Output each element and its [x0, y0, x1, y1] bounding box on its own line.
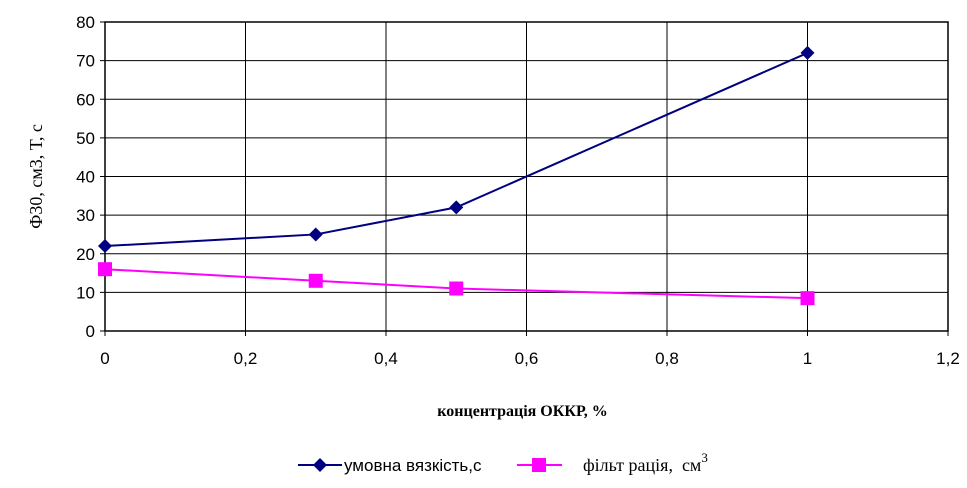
series-1: [98, 262, 815, 306]
y-tick-label: 20: [76, 245, 95, 264]
legend-marker-viscosity: [313, 458, 327, 472]
series-line-1: [104, 268, 808, 300]
x-axis-label: концентрація ОККР, %: [437, 403, 607, 420]
y-tick-label: 30: [76, 206, 95, 225]
data-point: [800, 45, 815, 60]
y-tick-label: 70: [76, 52, 95, 71]
x-tick-label: 1: [803, 349, 812, 368]
x-tick-label: 0: [100, 349, 109, 368]
data-point: [449, 281, 464, 296]
x-axis: 0 0,2 0,4 0,6 0,8 1 1,2: [100, 331, 960, 368]
y-tick-label: 60: [76, 90, 95, 109]
y-axis-label: Ф30, см3, Т, с: [26, 124, 46, 229]
data-point: [800, 291, 815, 306]
legend-label-filtration-name: фільт рація, см: [583, 455, 701, 475]
x-tick-label: 1,2: [936, 349, 960, 368]
data-point: [449, 200, 464, 215]
legend-label-filtration: фільт рація, см3: [583, 450, 708, 475]
x-tick-label: 0,6: [515, 349, 539, 368]
y-tick-label: 50: [76, 129, 95, 148]
data-point: [98, 239, 112, 254]
y-tick-label: 0: [86, 322, 95, 341]
series-0: [98, 45, 815, 254]
series-line-0: [104, 51, 808, 248]
series-layer: [98, 45, 815, 306]
legend-label-viscosity: умовна вязкість,с: [344, 456, 482, 475]
legend-item-filtration: фільт рація, см3: [517, 450, 708, 475]
y-tick-label: 10: [76, 283, 95, 302]
y-tick-label: 40: [76, 168, 95, 187]
legend-marker-filtration: [532, 458, 546, 472]
data-point: [98, 262, 112, 277]
legend-label-filtration-superscript: 3: [701, 450, 708, 465]
legend: умовна вязкість,с фільт рація, см3: [298, 450, 708, 475]
x-tick-label: 0,8: [655, 349, 679, 368]
y-axis: 0 10 20 30 40 50 60 70 80: [76, 13, 105, 341]
y-tick-label: 80: [76, 13, 95, 32]
data-point: [308, 273, 323, 288]
x-tick-label: 0,2: [234, 349, 258, 368]
data-point: [308, 227, 323, 242]
x-tick-label: 0,4: [374, 349, 398, 368]
legend-item-viscosity: умовна вязкість,с: [298, 456, 482, 475]
